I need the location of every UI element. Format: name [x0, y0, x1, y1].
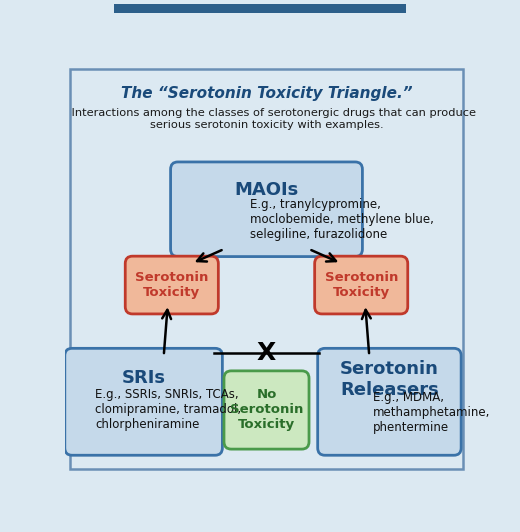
- FancyBboxPatch shape: [315, 256, 408, 314]
- Text: Serotonin
Toxicity: Serotonin Toxicity: [324, 271, 398, 299]
- Text: No
Serotonin
Toxicity: No Serotonin Toxicity: [230, 388, 303, 431]
- Text: E.g., MDMA,
methamphetamine,
phentermine: E.g., MDMA, methamphetamine, phentermine: [373, 390, 491, 434]
- FancyBboxPatch shape: [171, 162, 362, 256]
- FancyBboxPatch shape: [125, 256, 218, 314]
- FancyBboxPatch shape: [318, 348, 461, 455]
- Text: The “Serotonin Toxicity Triangle.”: The “Serotonin Toxicity Triangle.”: [121, 86, 412, 101]
- Text: E.g., SSRIs, SNRIs, TCAs,
clomipramine, tramadol,
chlorpheniramine: E.g., SSRIs, SNRIs, TCAs, clomipramine, …: [95, 388, 241, 431]
- Text: Serotonin
Releasers: Serotonin Releasers: [340, 360, 439, 398]
- Text: Interactions among the classes of serotonergic drugs that can produce
serious se: Interactions among the classes of seroto…: [57, 109, 476, 130]
- Text: Serotonin
Toxicity: Serotonin Toxicity: [135, 271, 209, 299]
- Text: MAOIs: MAOIs: [235, 180, 298, 198]
- Text: SRIs: SRIs: [122, 369, 165, 387]
- FancyBboxPatch shape: [65, 348, 223, 455]
- Text: E.g., tranylcypromine,
moclobemide, methylene blue,
selegiline, furazolidone: E.g., tranylcypromine, moclobemide, meth…: [251, 198, 434, 241]
- Text: X: X: [257, 342, 276, 365]
- FancyBboxPatch shape: [70, 69, 463, 469]
- FancyBboxPatch shape: [224, 371, 309, 449]
